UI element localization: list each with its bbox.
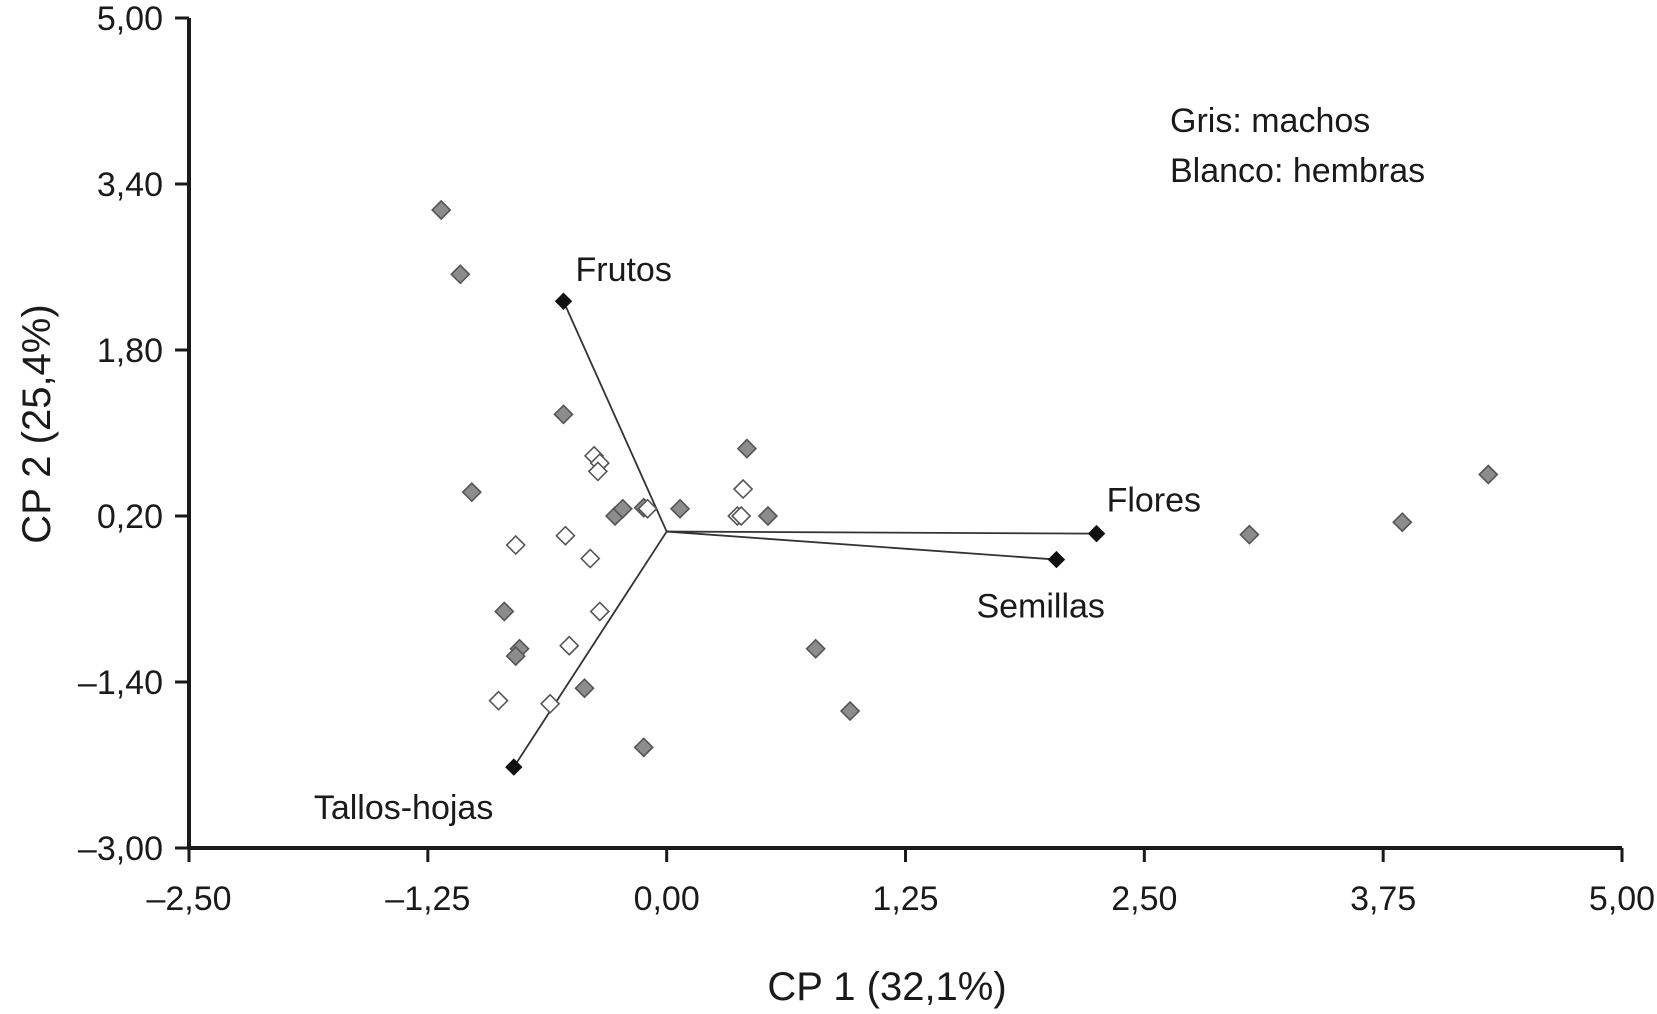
y-tick-label: 0,20 — [97, 498, 163, 536]
y-tick-label: –1,40 — [78, 664, 163, 702]
y-tick-label: 3,40 — [97, 166, 163, 204]
point-hembras — [587, 461, 609, 482]
point-hembras — [488, 690, 509, 711]
x-tick-label: 5,00 — [1589, 880, 1655, 918]
vector-tip-marker — [1087, 524, 1106, 543]
vector-line — [562, 300, 668, 532]
x-tick-label: 0,00 — [634, 880, 700, 918]
point-machos — [553, 404, 574, 425]
point-machos — [431, 199, 452, 221]
point-machos — [757, 505, 779, 527]
point-hembras — [637, 498, 658, 519]
vector-line — [666, 530, 1057, 561]
x-tick-label: 1,25 — [872, 880, 938, 918]
x-tick-label: 3,75 — [1350, 880, 1416, 918]
axes-layer — [187, 18, 1622, 850]
vector-line — [513, 531, 668, 768]
point-machos — [805, 638, 826, 659]
point-machos — [1392, 512, 1413, 533]
y-tick-label: 5,00 — [97, 0, 163, 38]
legend: Gris: machos Blanco: hembras — [1170, 102, 1425, 190]
x-tick-label: –1,25 — [385, 880, 470, 918]
point-hembras — [539, 693, 561, 714]
point-machos — [612, 498, 633, 519]
points-layer — [431, 199, 1499, 758]
x-tick-label: 2,50 — [1111, 880, 1177, 918]
point-machos — [461, 482, 482, 503]
vector-line — [666, 530, 1097, 535]
point-machos — [1239, 524, 1260, 545]
point-machos — [494, 601, 515, 622]
vector-tip-marker — [554, 292, 573, 310]
point-machos — [574, 678, 595, 699]
point-machos — [633, 737, 654, 758]
vector-tip-marker — [1047, 550, 1066, 569]
point-hembras — [555, 525, 576, 546]
point-machos — [669, 498, 691, 519]
vector-label: Flores — [1107, 482, 1201, 520]
vector-label: Semillas — [976, 588, 1104, 626]
legend-line-hembras: Blanco: hembras — [1170, 152, 1425, 190]
point-hembras — [589, 601, 610, 622]
point-hembras — [505, 534, 526, 556]
x-axis-title: CP 1 (32,1%) — [767, 965, 1006, 1009]
vector-tip-marker — [505, 758, 523, 776]
tick-layer: –2,50 –1,25 0,00 1,25 2,50 3,75 5,00 5,00 3,40 1,… — [78, 0, 1655, 918]
point-machos — [450, 264, 471, 285]
y-tick-label: 1,80 — [97, 332, 163, 370]
y-tick-label: –3,00 — [78, 830, 163, 868]
legend-line-machos: Gris: machos — [1170, 102, 1370, 140]
point-machos — [736, 438, 758, 459]
vector-label: Frutos — [575, 251, 671, 289]
point-machos — [839, 700, 861, 722]
vectors-layer: Frutos Flores Semillas Tallos-hojas — [314, 251, 1201, 827]
x-tick-label: –2,50 — [146, 880, 231, 918]
point-hembras — [559, 635, 580, 656]
point-hembras — [731, 505, 752, 527]
point-machos — [1478, 464, 1499, 485]
y-axis-title: CP 2 (25,4%) — [15, 304, 59, 543]
point-hembras — [580, 548, 601, 569]
point-machos — [505, 645, 526, 667]
vector-label: Tallos-hojas — [314, 789, 494, 827]
point-hembras — [732, 478, 754, 500]
